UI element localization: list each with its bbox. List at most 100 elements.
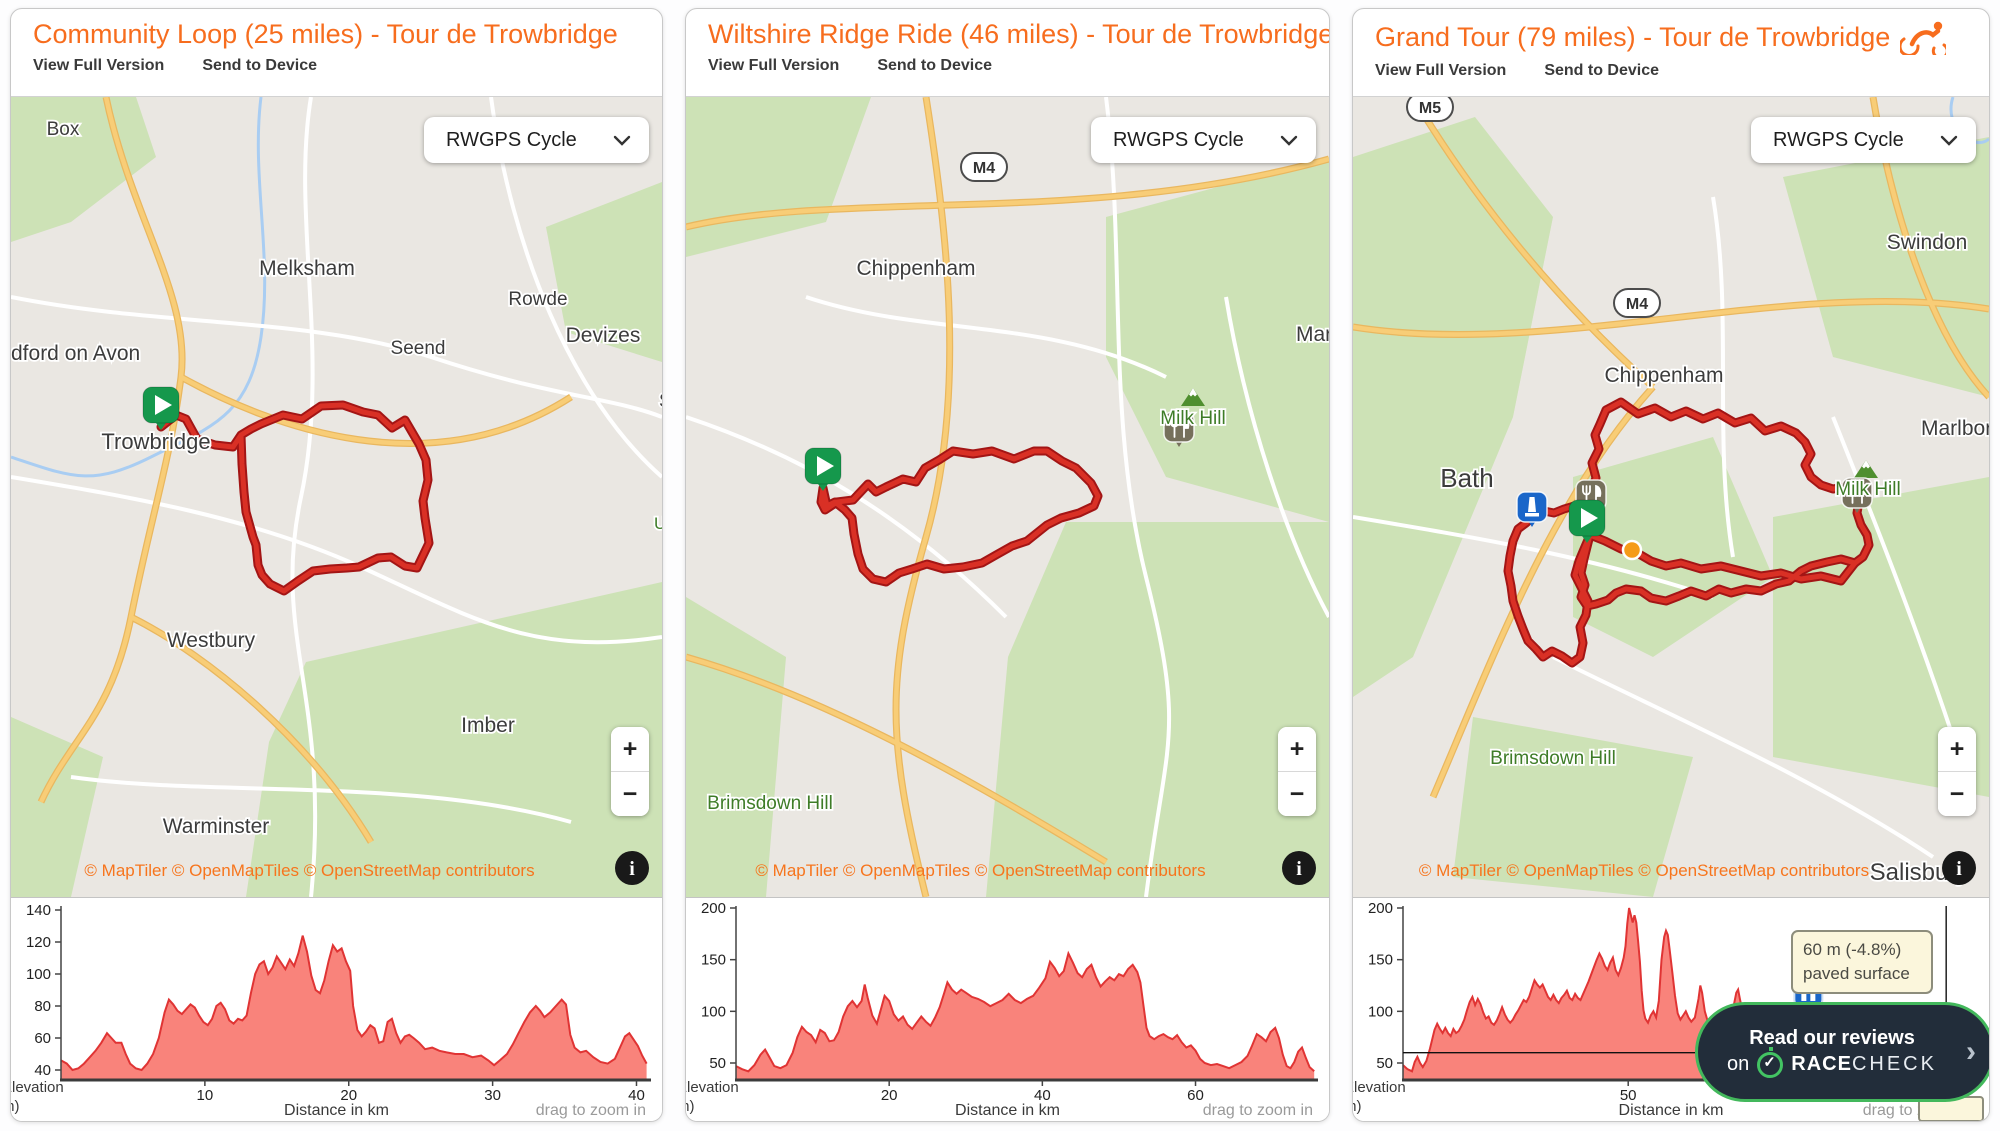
elevation-axis-label: Elevationm)	[1353, 1079, 1406, 1115]
mountain-marker-icon	[1181, 388, 1205, 406]
view-full-version-link[interactable]: View Full Version	[708, 57, 840, 74]
map-style-value: RWGPS Cycle	[446, 128, 577, 151]
route-title: Grand Tour (79 miles) - Tour de Trowbrid…	[1375, 19, 1989, 55]
map-container[interactable]: Box Melksham Rowde Seend Devizes dford on Avo…	[11, 96, 662, 898]
route-widgets-row: Community Loop (25 miles) - Tour de Trow…	[10, 8, 1990, 1122]
map-canvas[interactable]: Swindon Chippenham Marlborou Bath Milk Hill B…	[1353, 97, 1989, 897]
major-road	[686, 654, 1108, 864]
info-icon[interactable]: i	[1942, 851, 1976, 885]
view-full-version-link[interactable]: View Full Version	[33, 57, 165, 74]
orangedot-marker-icon	[1621, 539, 1643, 561]
y-tick-label: 150	[1368, 952, 1393, 969]
info-icon[interactable]: i	[615, 851, 649, 885]
y-tick-label: 150	[701, 952, 726, 969]
map-label: Trowbridge	[101, 429, 210, 454]
elevation-chart[interactable]: 40 60 80 100 120 140 10 20 30 40	[11, 898, 662, 1122]
racecheck-text: Read our reviews	[1749, 1026, 1915, 1049]
header-links: View Full Version Send to Device	[33, 57, 662, 75]
green-area	[11, 717, 103, 897]
map-label: Warminster	[163, 815, 270, 838]
map-label: Rowde	[508, 289, 567, 310]
racecheck-brand-row: on RACECHECK	[1727, 1046, 1937, 1078]
major-road	[129, 614, 373, 844]
major-road	[38, 97, 185, 803]
map-style-dropdown[interactable]: RWGPS Cycle	[1751, 117, 1976, 163]
y-tick-label: 200	[1368, 900, 1393, 917]
green-area	[1353, 117, 1553, 697]
road	[11, 295, 662, 419]
y-tick-label: 120	[26, 934, 51, 951]
map-label: S	[659, 391, 662, 412]
zoom-in-button[interactable]: +	[1938, 727, 1976, 771]
x-tick-label: 10	[197, 1087, 214, 1104]
elevation-chart-container[interactable]: 50 100 150 200 20 40 60 Elevationm) Distance i…	[686, 898, 1329, 1122]
tooltip-surface: paved surface	[1803, 964, 1910, 983]
widget-header: Wiltshire Ridge Ride (46 miles) - Tour d…	[686, 9, 1329, 96]
route-widget-wiltshire-ridge: Wiltshire Ridge Ride (46 miles) - Tour d…	[685, 8, 1330, 1122]
zoom-out-button[interactable]: −	[1278, 772, 1316, 816]
y-tick-label: 50	[1376, 1055, 1393, 1072]
zoom-in-button[interactable]: +	[1278, 727, 1316, 771]
road	[1104, 97, 1172, 897]
info-icon[interactable]: i	[1282, 851, 1316, 885]
start-marker-icon	[142, 386, 180, 430]
map-style-dropdown[interactable]: RWGPS Cycle	[424, 117, 649, 163]
restaurant-marker-icon	[1841, 477, 1873, 513]
map-canvas[interactable]: Box Melksham Rowde Seend Devizes dford on Avo…	[11, 97, 662, 897]
map-container[interactable]: Swindon Chippenham Marlborou Bath Milk Hill B…	[1353, 96, 1989, 898]
elevation-tooltip: 60 m (-4.8%) paved surface	[1791, 930, 1933, 994]
green-area	[546, 182, 662, 362]
road	[70, 775, 572, 824]
chevron-right-icon: ›	[1966, 1035, 1976, 1068]
map-label: Box	[47, 119, 80, 140]
send-to-device-link[interactable]: Send to Device	[202, 57, 318, 74]
zoom-out-button[interactable]: −	[611, 772, 649, 816]
x-tick-label: 20	[881, 1087, 898, 1104]
chevron-down-icon	[1280, 135, 1298, 146]
map-canvas[interactable]: Chippenham Marlbo Milk Hill Brimsdown Hill M…	[686, 97, 1329, 897]
y-tick-label: 100	[1368, 1003, 1393, 1020]
restaurant-marker-icon	[1163, 411, 1195, 447]
major-road	[893, 97, 952, 897]
elevation-axis-label: Elevationm)	[11, 1079, 64, 1115]
send-to-device-link[interactable]: Send to Device	[877, 57, 993, 74]
route-widget-community-loop: Community Loop (25 miles) - Tour de Trow…	[10, 8, 663, 1122]
racecheck-brand: RACECHECK	[1791, 1053, 1937, 1075]
road-shield: M4	[1613, 288, 1661, 318]
racecheck-badge[interactable]: Read our reviews on RACECHECK ›	[1695, 1002, 1989, 1102]
elevation-chart-container[interactable]: 5010015020050100 60 m (-4.8%) paved surf…	[1353, 898, 1989, 1121]
mountain-marker-icon	[1854, 460, 1878, 478]
route-title: Community Loop (25 miles) - Tour de Trow…	[33, 19, 662, 50]
route-title: Wiltshire Ridge Ride (46 miles) - Tour d…	[708, 19, 1329, 50]
elevation-area	[1403, 908, 1975, 1080]
blue-marker-icon	[1516, 491, 1548, 527]
elevation-chart-container[interactable]: 40 60 80 100 120 140 10 20 30 40 Elevationm) Dist…	[11, 898, 662, 1122]
y-tick-label: 100	[701, 1003, 726, 1020]
map-label: Seend	[391, 338, 446, 359]
map-label: Chippenham	[1604, 364, 1723, 387]
start-marker-icon	[804, 447, 842, 491]
start-marker-icon	[1568, 499, 1606, 543]
drag-to-zoom-hint: drag to zoom in	[535, 1102, 646, 1119]
road	[290, 97, 318, 897]
y-tick-label: 80	[34, 998, 51, 1015]
send-to-device-link[interactable]: Send to Device	[1544, 62, 1660, 79]
green-area	[986, 522, 1329, 897]
elevation-chart[interactable]: 50 100 150 200 20 40 60	[686, 898, 1329, 1122]
view-full-version-link[interactable]: View Full Version	[1375, 62, 1507, 79]
racecheck-stopwatch-icon	[1757, 1046, 1784, 1078]
zoom-out-button[interactable]: −	[1938, 772, 1976, 816]
map-style-dropdown[interactable]: RWGPS Cycle	[1091, 117, 1316, 163]
route-title-text: Wiltshire Ridge Ride (46 miles) - Tour d…	[708, 19, 1329, 49]
cyclist-logo-icon	[1900, 21, 1947, 55]
green-area	[686, 597, 786, 897]
zoom-control: + −	[1938, 727, 1976, 816]
map-container[interactable]: Chippenham Marlbo Milk Hill Brimsdown Hill M…	[686, 96, 1329, 898]
route-path	[158, 402, 432, 594]
map-label: Westbury	[167, 629, 256, 652]
map-label: Brimsdown Hill	[707, 793, 833, 814]
elevation-line	[735, 950, 1315, 1073]
zoom-in-button[interactable]: +	[611, 727, 649, 771]
road	[1353, 515, 1714, 599]
